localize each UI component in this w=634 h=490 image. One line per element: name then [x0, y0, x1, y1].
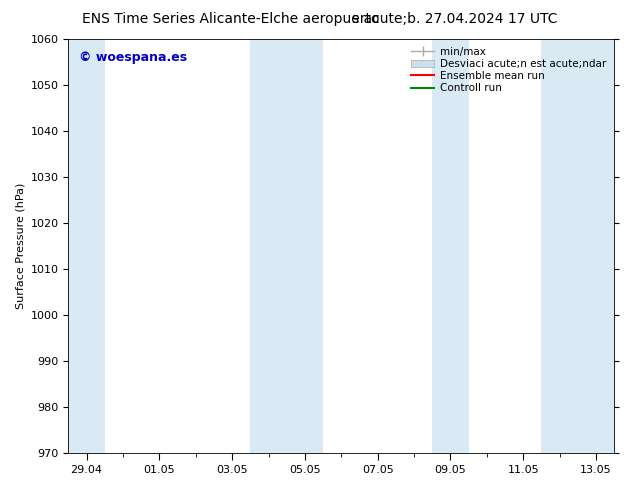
Text: s acute;b. 27.04.2024 17 UTC: s acute;b. 27.04.2024 17 UTC [353, 12, 558, 26]
Text: ENS Time Series Alicante-Elche aeropuerto: ENS Time Series Alicante-Elche aeropuert… [82, 12, 380, 26]
Text: © woespana.es: © woespana.es [79, 51, 188, 64]
Bar [250, 39, 323, 453]
Legend: min/max, Desviaci acute;n est acute;ndar, Ensemble mean run, Controll run: min/max, Desviaci acute;n est acute;ndar… [408, 44, 609, 97]
Bar [432, 39, 469, 453]
Y-axis label: Surface Pressure (hPa): Surface Pressure (hPa) [15, 183, 25, 309]
Bar [68, 39, 105, 453]
Bar [541, 39, 614, 453]
